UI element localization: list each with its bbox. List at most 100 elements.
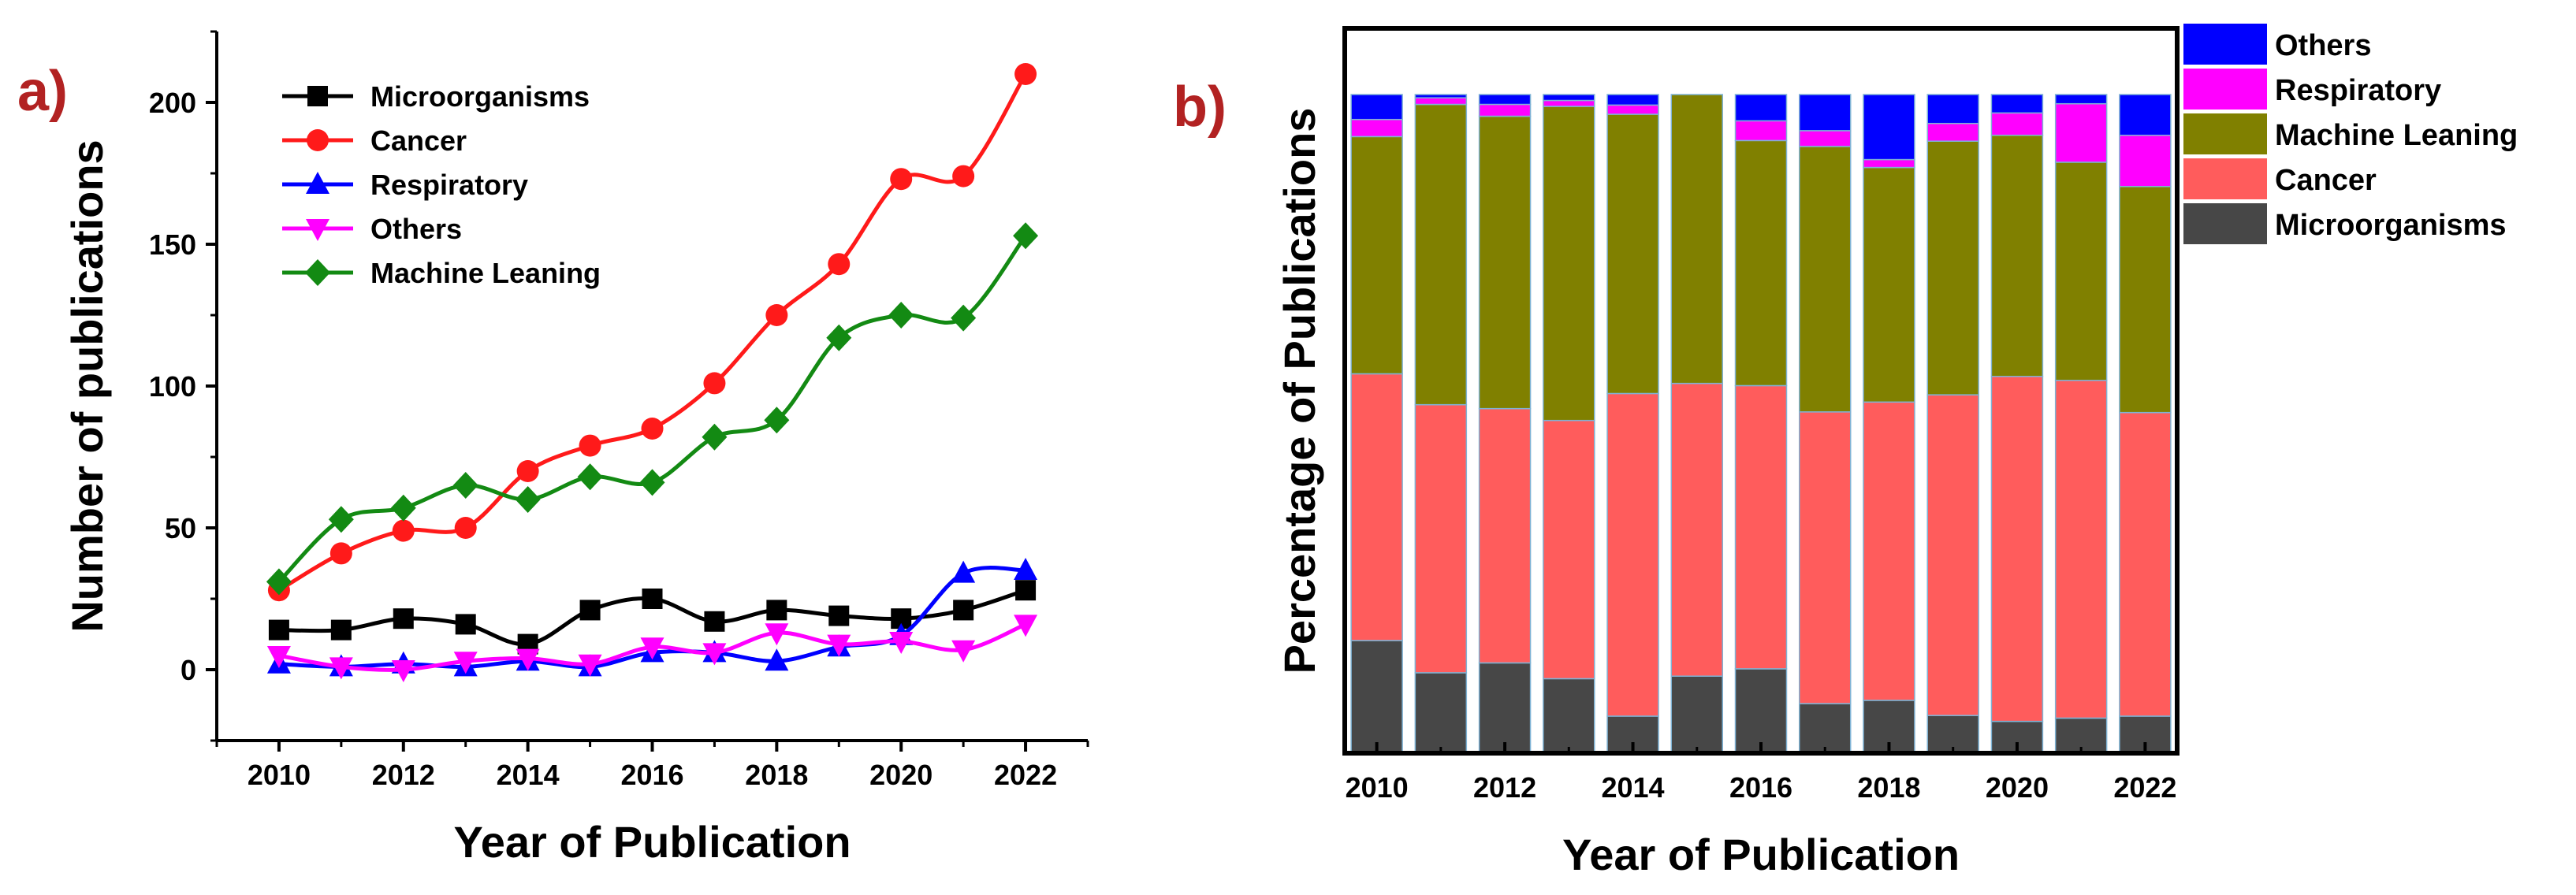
- point-others: [827, 634, 851, 657]
- bar-machine-leaning-2016: [1734, 139, 1788, 387]
- point-others: [329, 657, 353, 680]
- legend-swatch-respiratory: [2183, 69, 2267, 110]
- legend-marker-respiratory: [306, 172, 329, 194]
- point-machine-leaning: [515, 486, 541, 513]
- bar-cancer-2020: [1990, 376, 2044, 722]
- y-tick-label-a: 200: [149, 87, 196, 119]
- series-others: [266, 615, 1038, 682]
- point-machine-leaning: [826, 324, 852, 351]
- line-chart: 0 50 100 150 200 2010 2012 2014 2016 2018 2020 2022…: [62, 30, 1089, 867]
- bar-microorganisms-2010: [1350, 640, 1403, 752]
- bar-others-2019: [1926, 94, 1979, 124]
- point-cancer: [579, 434, 601, 457]
- bar-cancer-2019: [1926, 394, 1979, 716]
- bar-machine-leaning-2017: [1798, 146, 1852, 413]
- point-cancer: [765, 304, 788, 326]
- bar-respiratory-2022: [2119, 134, 2172, 188]
- point-cancer: [828, 253, 851, 276]
- point-machine-leaning: [702, 423, 728, 451]
- legend-marker-machine-leaning: [305, 259, 330, 286]
- point-respiratory: [1014, 558, 1038, 580]
- bar-respiratory-2020: [1990, 112, 2044, 136]
- bar-cancer-2021: [2054, 380, 2108, 719]
- legend-swatch-microorganisms: [2183, 203, 2267, 244]
- x-tick-label-b: 2010: [1346, 771, 1409, 804]
- bar-machine-leaning-2011: [1414, 103, 1468, 406]
- legend-label-microorganisms: Microorganisms: [370, 80, 590, 113]
- bar-respiratory-2021: [2054, 102, 2108, 163]
- point-respiratory: [765, 648, 789, 671]
- bar-microorganisms-2015: [1670, 675, 1724, 752]
- x-tick-label-b: 2022: [2113, 771, 2176, 804]
- x-tick-label-a: 2018: [745, 759, 808, 791]
- point-microorganisms: [642, 589, 663, 609]
- point-cancer: [392, 519, 415, 542]
- bar-machine-leaning-2014: [1606, 113, 1659, 395]
- point-respiratory: [951, 560, 976, 583]
- bar-cancer-2018: [1863, 401, 1915, 701]
- x-tick-label-a: 2012: [372, 759, 435, 791]
- bar-others-2010: [1350, 94, 1403, 121]
- bar-others-2017: [1798, 94, 1852, 132]
- x-tick-label-b: 2020: [1986, 771, 2049, 804]
- x-tick-label-b: 2016: [1729, 771, 1792, 804]
- x-tick-label-a: 2010: [248, 759, 311, 791]
- bar-machine-leaning-2015: [1670, 94, 1724, 384]
- legend-label-machine-leaning: Machine Leaning: [370, 257, 601, 289]
- point-microorganisms: [393, 608, 414, 629]
- bar-machine-leaning-2010: [1350, 136, 1403, 375]
- point-microorganisms: [1015, 580, 1037, 601]
- x-tick-label-b: 2012: [1473, 771, 1536, 804]
- point-microorganisms: [455, 614, 476, 635]
- bar-others-2014: [1606, 94, 1659, 106]
- point-microorganisms: [828, 605, 850, 626]
- legend-label-others: Others: [2275, 29, 2371, 62]
- panel-label-a: a): [17, 60, 68, 123]
- x-axis-title-b: Year of Publication: [1562, 830, 1960, 879]
- bar-others-2012: [1478, 94, 1532, 106]
- point-others: [702, 643, 727, 666]
- bar-respiratory-2017: [1798, 130, 1852, 147]
- legend-swatch-cancer: [2183, 158, 2267, 199]
- bar-microorganisms-2019: [1926, 715, 1979, 752]
- point-cancer: [952, 165, 975, 188]
- point-cancer: [329, 542, 352, 565]
- point-machine-leaning: [951, 304, 977, 332]
- bar-others-2016: [1734, 94, 1788, 122]
- legend-label-others: Others: [370, 213, 462, 245]
- series-group-a: [266, 63, 1039, 682]
- bar-others-2011: [1414, 94, 1468, 98]
- series-microorganisms: [268, 580, 1037, 655]
- bar-cancer-2016: [1734, 384, 1788, 670]
- y-axis-title-a: Number of publications: [62, 139, 112, 632]
- bar-microorganisms-2011: [1414, 672, 1468, 752]
- x-tick-label-a: 2020: [869, 759, 932, 791]
- y-tick-label-a: 0: [181, 654, 196, 686]
- x-tick-label-a: 2016: [620, 759, 683, 791]
- point-others: [453, 652, 478, 674]
- point-cancer: [703, 372, 726, 395]
- point-machine-leaning: [266, 568, 292, 596]
- series-cancer: [267, 63, 1037, 602]
- x-axis-title-a: Year of Publication: [453, 817, 851, 867]
- legend-label-cancer: Cancer: [370, 124, 467, 157]
- point-others: [1014, 615, 1038, 637]
- x-tick-label-b: 2018: [1857, 771, 1920, 804]
- point-others: [765, 623, 789, 646]
- bar-microorganisms-2012: [1478, 662, 1532, 752]
- legend-a: Microorganisms Cancer Respiratory Others Mac…: [282, 80, 601, 289]
- bar-cancer-2013: [1543, 419, 1595, 680]
- point-cancer: [516, 460, 539, 482]
- bar-respiratory-2014: [1606, 104, 1659, 115]
- legend-marker-microorganisms: [307, 86, 328, 106]
- bar-respiratory-2012: [1478, 103, 1532, 117]
- point-microorganisms: [704, 611, 725, 632]
- point-machine-leaning: [888, 302, 914, 329]
- legend-swatch-machine-leaning: [2183, 113, 2267, 154]
- bar-machine-leaning-2021: [2054, 162, 2108, 381]
- point-microorganisms: [953, 600, 974, 621]
- x-tick-label-a: 2022: [994, 759, 1057, 791]
- bar-cancer-2010: [1350, 373, 1403, 641]
- legend-marker-others: [306, 219, 329, 241]
- bar-machine-leaning-2020: [1990, 134, 2044, 377]
